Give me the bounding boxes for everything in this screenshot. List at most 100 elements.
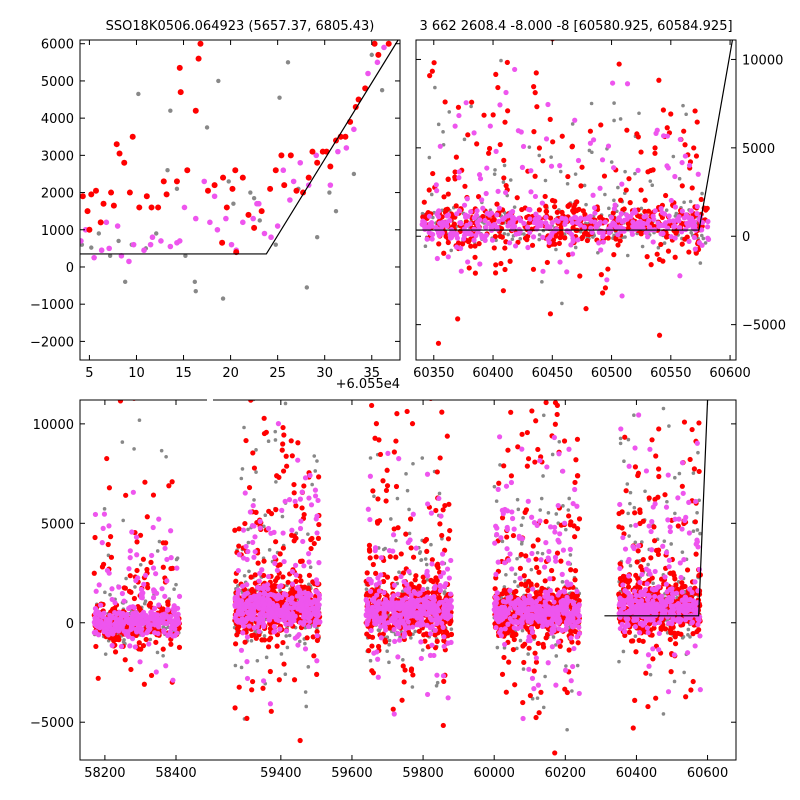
scatter-point (220, 296, 226, 301)
scatter-point (638, 564, 644, 570)
scatter-point (131, 595, 138, 602)
scatter-point (521, 659, 527, 666)
scatter-point (503, 183, 509, 189)
scatter-point (501, 463, 507, 469)
scatter-point (548, 163, 555, 169)
scatter-point (288, 438, 294, 444)
y-tick-label: 5000 (742, 142, 775, 157)
y-tick-label: 4000 (41, 112, 74, 127)
scatter-point (240, 467, 245, 471)
scatter-point (693, 153, 700, 159)
scatter-point (466, 228, 472, 234)
scatter-point (128, 589, 134, 595)
scatter-point (533, 556, 539, 562)
scatter-point (234, 626, 240, 632)
scatter-point (413, 629, 418, 634)
scatter-point (601, 173, 608, 179)
scatter-point (465, 132, 471, 138)
scatter-point (673, 214, 678, 218)
scatter-point (558, 558, 564, 564)
scatter-point (502, 163, 507, 168)
scatter-point (515, 444, 521, 450)
scatter-point (527, 229, 533, 236)
scatter-point (313, 152, 320, 159)
scatter-point (646, 562, 650, 567)
scatter-point (673, 511, 677, 516)
scatter-point (650, 213, 656, 219)
x-tick-label: 60450 (532, 366, 573, 381)
scatter-point (407, 531, 412, 536)
scatter-point (534, 592, 540, 598)
scatter-point (463, 100, 469, 106)
scatter-point (437, 491, 442, 496)
scatter-point (471, 237, 477, 243)
scatter-point (91, 570, 97, 576)
scatter-point (577, 273, 583, 279)
scatter-point (102, 507, 107, 511)
scatter-point (643, 670, 649, 676)
scatter-point (703, 207, 709, 213)
scatter-point (689, 216, 695, 222)
scatter-point (403, 531, 409, 537)
top-right-ticks: 60350 60400 60450 60500 60550 60600−500005000… (413, 40, 786, 381)
scatter-point (508, 409, 514, 415)
scatter-point (242, 573, 247, 578)
scatter-point (574, 220, 580, 226)
scatter-point (554, 550, 561, 556)
scatter-point (536, 710, 542, 716)
scatter-point (611, 165, 617, 171)
scatter-point (423, 631, 429, 637)
scatter-point (543, 518, 549, 525)
scatter-point (539, 200, 545, 206)
scatter-point (413, 573, 419, 579)
scatter-point (273, 438, 278, 442)
scatter-point (281, 182, 288, 189)
scatter-point (261, 230, 268, 237)
scatter-point (420, 574, 426, 580)
scatter-point (234, 632, 240, 638)
scatter-point (143, 636, 149, 643)
scatter-point (507, 220, 513, 226)
scatter-point (463, 214, 469, 220)
scatter-point (558, 169, 563, 174)
scatter-point (688, 687, 694, 693)
scatter-point (625, 482, 630, 486)
scatter-point (502, 119, 508, 125)
scatter-point (654, 251, 660, 257)
scatter-point (554, 247, 558, 252)
scatter-point (267, 185, 274, 192)
scatter-point (494, 224, 500, 230)
scatter-point (494, 499, 499, 503)
scatter-point (501, 215, 508, 221)
scatter-point (252, 572, 258, 578)
y-tick-label: 10000 (742, 53, 783, 68)
scatter-point (99, 564, 106, 570)
scatter-point (549, 567, 555, 574)
scatter-point (285, 645, 290, 650)
scatter-point (653, 547, 660, 554)
scatter-point (594, 222, 601, 228)
scatter-point (293, 578, 299, 584)
scatter-point (311, 540, 317, 547)
scatter-point (239, 665, 244, 670)
scatter-point (504, 630, 510, 636)
scatter-point (372, 435, 378, 441)
scatter-point (419, 558, 423, 562)
scatter-point (673, 230, 679, 236)
scatter-point (425, 586, 430, 591)
scatter-point (633, 171, 637, 176)
scatter-point (204, 125, 210, 130)
scatter-point (314, 671, 320, 677)
scatter-point (527, 145, 532, 149)
scatter-point (223, 204, 230, 211)
scatter-point (507, 258, 513, 264)
scatter-point (668, 669, 674, 675)
scatter-point (164, 454, 168, 459)
scatter-point (101, 511, 108, 517)
scatter-point (510, 237, 515, 242)
scatter-point (382, 639, 388, 645)
scatter-point (389, 517, 393, 521)
scatter-point (287, 633, 292, 638)
scatter-point (447, 217, 453, 224)
scatter-point (529, 408, 535, 414)
